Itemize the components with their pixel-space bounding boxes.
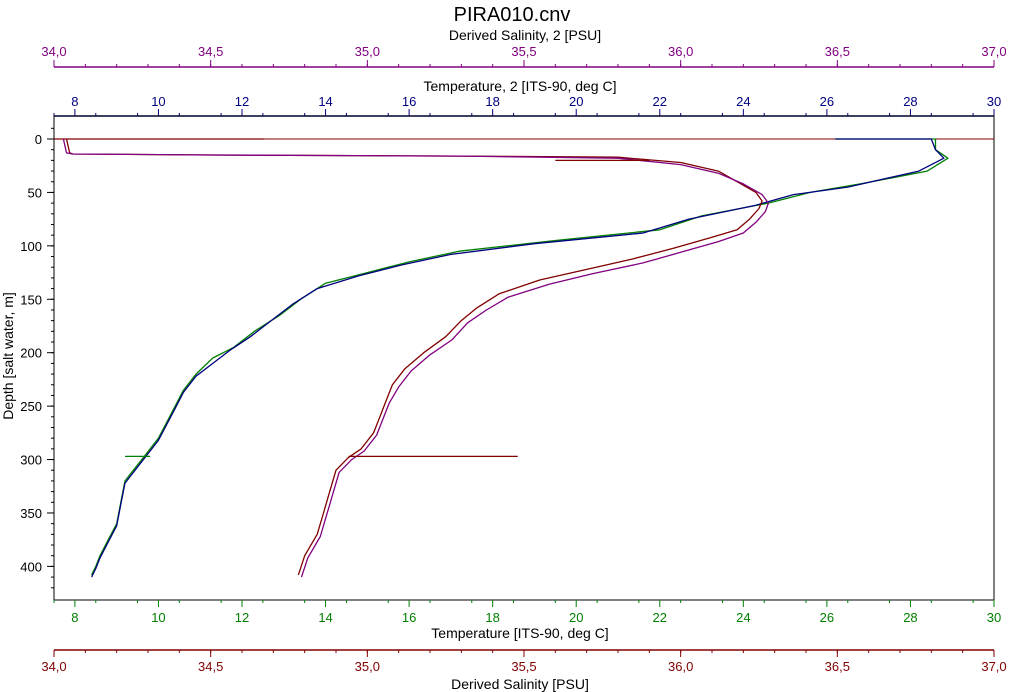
chart-title: PIRA010.cnv [454, 4, 571, 26]
plot-frame [53, 115, 995, 601]
tick-label: 18 [485, 610, 499, 625]
tick-label: 28 [903, 610, 917, 625]
series-line-1 [91, 138, 945, 578]
tick-label: 36,5 [825, 44, 850, 59]
tick-label: 20 [569, 610, 583, 625]
top-temperature-ticks: 8 10 12 14 16 18 20 22 24 26 28 30 [53, 94, 1001, 116]
tick-label: 14 [318, 610, 332, 625]
bottom-temperature-axis-label: Temperature [ITS-90, deg C] [431, 625, 608, 641]
top-salinity-axis: Derived Salinity, 2 [PSU] 34,0 34,5 35,0 35… [41, 27, 1007, 68]
tick-label: 36,0 [668, 44, 693, 59]
tick-label: 16 [402, 610, 416, 625]
series-layer [54, 138, 949, 578]
depth-axis: Depth [salt water, m] 0 50 100 150 200 250 300… [0, 127, 54, 589]
tick-label: 200 [20, 346, 42, 361]
tick-label: 250 [20, 399, 42, 414]
tick-label: 400 [20, 559, 42, 574]
tick-label: 34,5 [198, 659, 223, 674]
tick-label: 300 [20, 453, 42, 468]
tick-label: 37,0 [981, 44, 1006, 59]
tick-label: 100 [20, 239, 42, 254]
tick-label: 28 [903, 94, 917, 109]
depth-axis-label: Depth [salt water, m] [0, 292, 16, 420]
tick-label: 26 [820, 610, 834, 625]
tick-label: 50 [28, 185, 42, 200]
tick-label: 36,0 [668, 659, 693, 674]
tick-label: 36,5 [825, 659, 850, 674]
depth-ticks: 0 50 100 150 200 250 300 350 400 [20, 127, 54, 589]
tick-label: 8 [71, 94, 78, 109]
tick-label: 350 [20, 506, 42, 521]
tick-label: 24 [736, 610, 750, 625]
tick-label: 12 [235, 94, 249, 109]
tick-label: 34,5 [198, 44, 223, 59]
tick-label: 26 [820, 94, 834, 109]
tick-label: 37,0 [981, 659, 1006, 674]
series-line-2 [54, 138, 763, 576]
bottom-salinity-ticks: 34,0 34,5 35,0 35,5 36,0 36,5 37,0 [41, 650, 1007, 674]
tick-label: 35,5 [511, 659, 536, 674]
bottom-salinity-axis: 34,0 34,5 35,0 35,5 36,0 36,5 37,0 Derived Sal… [41, 649, 1007, 692]
top-temperature-axis-label: Temperature, 2 [ITS-90, deg C] [424, 78, 617, 94]
tick-label: 22 [653, 94, 667, 109]
tick-label: 20 [569, 94, 583, 109]
tick-label: 30 [987, 610, 1001, 625]
tick-label: 10 [151, 94, 165, 109]
tick-label: 30 [987, 94, 1001, 109]
tick-label: 150 [20, 292, 42, 307]
tick-label: 35,0 [355, 44, 380, 59]
tick-label: 34,0 [41, 44, 66, 59]
tick-label: 34,0 [41, 659, 66, 674]
tick-label: 14 [318, 94, 332, 109]
tick-label: 22 [653, 610, 667, 625]
tick-label: 8 [71, 610, 78, 625]
tick-label: 16 [402, 94, 416, 109]
tick-label: 0 [35, 132, 42, 147]
tick-label: 24 [736, 94, 750, 109]
tick-label: 35,5 [511, 44, 536, 59]
tick-label: 10 [151, 610, 165, 625]
tick-label: 12 [235, 610, 249, 625]
tick-label: 35,0 [355, 659, 380, 674]
bottom-temperature-ticks: 8 10 12 14 16 18 20 22 24 26 28 30 [53, 600, 1001, 625]
series-line-0 [91, 138, 949, 576]
tick-label: 18 [485, 94, 499, 109]
bottom-salinity-axis-label: Derived Salinity [PSU] [451, 676, 589, 692]
bottom-temperature-axis: 8 10 12 14 16 18 20 22 24 26 28 30 Temperature [ITS… [53, 600, 1001, 641]
top-salinity-axis-label: Derived Salinity, 2 [PSU] [449, 27, 601, 43]
series-line-3 [62, 138, 770, 578]
top-salinity-ticks: 34,0 34,5 35,0 35,5 36,0 36,5 37,0 [41, 44, 1007, 67]
top-temperature-axis: Temperature, 2 [ITS-90, deg C] 8 10 12 14 16… [53, 78, 1001, 117]
